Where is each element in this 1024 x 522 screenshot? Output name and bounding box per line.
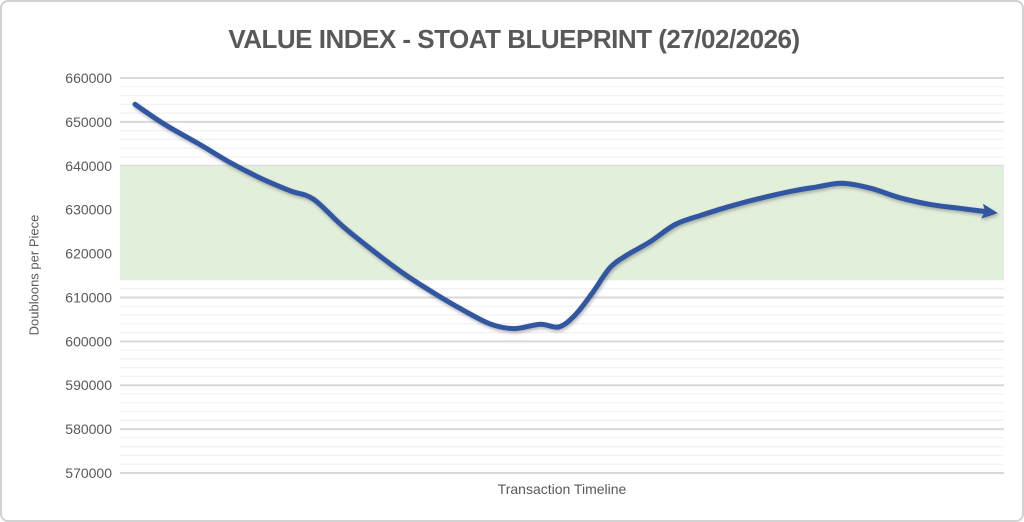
value-line [132, 101, 991, 332]
y-tick-label: 620000 [65, 246, 112, 262]
y-tick-label: 570000 [65, 465, 112, 481]
y-tick-label: 580000 [65, 421, 112, 437]
y-tick-label: 650000 [65, 114, 112, 130]
y-tick-label: 630000 [65, 202, 112, 218]
y-tick-label: 600000 [65, 333, 112, 349]
y-tick-label: 590000 [65, 377, 112, 393]
y-tick-label: 660000 [65, 70, 112, 86]
y-tick-label: 640000 [65, 158, 112, 174]
chart-title: VALUE INDEX - STOAT BLUEPRINT (27/02/202… [228, 24, 800, 54]
highlight-band [120, 165, 1004, 280]
value-line-group [132, 101, 998, 332]
y-tick-label: 610000 [65, 289, 112, 305]
x-axis-title: Transaction Timeline [497, 481, 627, 497]
arrow-head [981, 203, 998, 219]
